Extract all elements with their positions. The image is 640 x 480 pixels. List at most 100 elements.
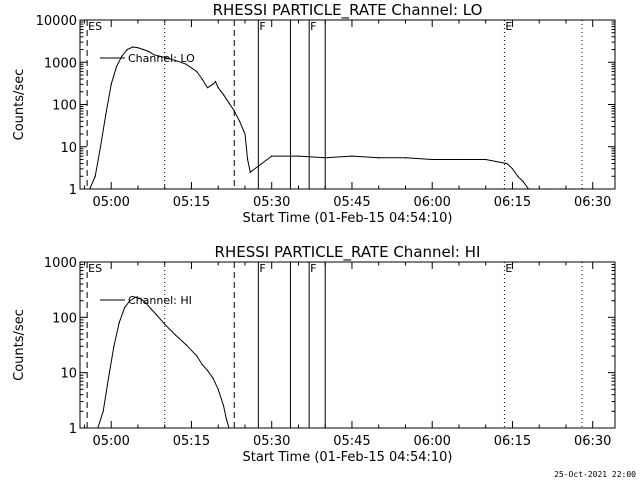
- data-point: [244, 133, 246, 135]
- event-marker-label: F: [310, 20, 316, 33]
- event-marker-label: E: [505, 20, 512, 33]
- data-point: [222, 405, 225, 407]
- data-point: [206, 87, 209, 89]
- x-tick-label: 05:15: [173, 434, 210, 449]
- data-point: [89, 188, 91, 190]
- data-point: [431, 158, 433, 161]
- y-tick-label: 1: [69, 422, 77, 437]
- data-point: [196, 355, 198, 357]
- data-point: [271, 155, 273, 157]
- data-point: [222, 94, 225, 96]
- x-axis-label: Start Time (01-Feb-15 04:54:10): [243, 450, 453, 465]
- x-axis-label: Start Time (01-Feb-15 04:54:10): [243, 211, 453, 226]
- series-line: [84, 46, 593, 190]
- data-point: [560, 188, 562, 190]
- x-tick-label: 06:15: [494, 195, 531, 210]
- data-point: [102, 410, 104, 412]
- y-tick-label: 10000: [36, 14, 77, 29]
- data-point: [121, 55, 123, 57]
- footer-date: 25-Oct-2021 22:00: [554, 470, 636, 479]
- data-point: [196, 71, 198, 73]
- event-marker-label: F: [259, 262, 265, 275]
- data-point: [549, 188, 551, 190]
- data-point: [174, 59, 177, 62]
- plot-frame: [79, 19, 616, 190]
- data-point: [148, 50, 150, 53]
- data-point: [228, 102, 230, 104]
- plot-frame: [79, 261, 616, 429]
- data-point: [105, 113, 107, 115]
- data-point: [522, 180, 524, 183]
- event-marker-label: F: [259, 20, 265, 33]
- legend-label: Channel: LO: [128, 52, 195, 65]
- data-point: [164, 56, 166, 59]
- event-marker-label: ES: [88, 262, 102, 275]
- data-point: [297, 155, 300, 157]
- y-tick-label: 1: [69, 183, 77, 198]
- data-point: [185, 344, 187, 346]
- data-point: [217, 388, 219, 390]
- data-point: [113, 345, 115, 347]
- data-point: [123, 306, 126, 309]
- data-point: [110, 83, 112, 85]
- x-tick-label: 05:45: [333, 195, 370, 210]
- data-point: [228, 427, 230, 429]
- data-point: [581, 188, 583, 190]
- data-point: [201, 78, 203, 80]
- data-point: [378, 157, 380, 159]
- data-point: [97, 427, 99, 429]
- data-point: [225, 417, 227, 419]
- y-axis-label: Counts/sec: [12, 69, 27, 141]
- data-point: [83, 188, 86, 190]
- data-point: [324, 157, 326, 159]
- data-point: [511, 168, 514, 170]
- x-tick-label: 05:30: [253, 434, 290, 449]
- legend-label: Channel: HI: [128, 294, 192, 307]
- data-point: [351, 155, 353, 157]
- data-point: [206, 369, 209, 371]
- data-point: [137, 47, 139, 49]
- data-point: [592, 188, 594, 190]
- data-point: [118, 322, 120, 324]
- data-point: [217, 87, 219, 89]
- data-point: [134, 296, 136, 298]
- data-point: [126, 48, 128, 51]
- data-point: [142, 48, 144, 51]
- data-point: [239, 120, 241, 122]
- data-point: [129, 300, 131, 302]
- x-tick-label: 05:45: [333, 434, 370, 449]
- x-tick-label: 05:30: [253, 195, 290, 210]
- y-axis-label: Counts/sec: [12, 309, 27, 381]
- data-point: [185, 63, 187, 65]
- data-point: [156, 314, 158, 316]
- y-tick-label: 10: [60, 141, 77, 156]
- chart-panel-0: RHESSI PARTICLE_RATE Channel: LO 1 10 100 10…: [12, 1, 616, 226]
- data-point: [107, 377, 110, 379]
- data-point: [404, 157, 407, 159]
- data-point: [527, 188, 530, 190]
- data-point: [233, 110, 235, 112]
- event-marker-label: E: [505, 262, 512, 275]
- event-marker-label: ES: [88, 20, 102, 33]
- data-point: [247, 158, 249, 161]
- data-point: [212, 377, 214, 379]
- data-point: [517, 175, 519, 177]
- x-tick-label: 06:15: [494, 434, 531, 449]
- data-point: [249, 171, 251, 173]
- chart-title: RHESSI PARTICLE_RATE Channel: LO: [213, 1, 483, 20]
- chart-panel-1: RHESSI PARTICLE_RATE Channel: HI 1 10 100 10…: [12, 243, 616, 465]
- y-tick-label: 100: [52, 311, 77, 326]
- y-tick-label: 10: [60, 367, 77, 382]
- data-point: [145, 302, 147, 304]
- data-point: [164, 323, 166, 325]
- y-tick-label: 100: [52, 99, 77, 114]
- data-point: [485, 158, 487, 161]
- data-point: [174, 334, 177, 336]
- x-tick-label: 06:00: [413, 434, 450, 449]
- data-point: [132, 46, 134, 48]
- data-point: [458, 158, 460, 161]
- data-point: [150, 308, 152, 310]
- x-tick-label: 06:00: [413, 195, 450, 210]
- chart-title: RHESSI PARTICLE_RATE Channel: HI: [215, 243, 481, 262]
